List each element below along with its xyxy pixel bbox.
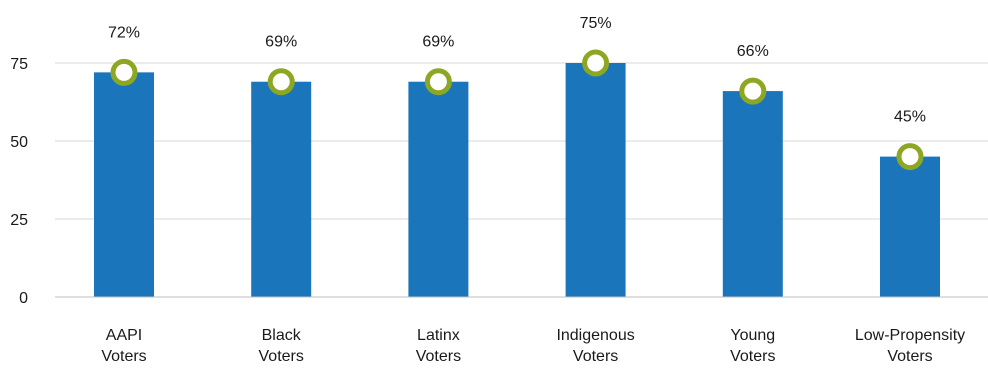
- category-label-line: Voters: [730, 348, 775, 365]
- bar: [880, 156, 940, 297]
- category-label-line: Voters: [259, 348, 304, 365]
- y-tick-label: 25: [10, 212, 28, 229]
- data-point-marker: [739, 77, 767, 105]
- y-tick-label: 75: [10, 56, 28, 73]
- data-point-marker: [582, 49, 610, 77]
- category-label: Low-Propensity Voters: [855, 327, 965, 365]
- category-label-line: AAPI: [106, 327, 142, 344]
- category-label-line: Voters: [101, 348, 146, 365]
- bar: [565, 63, 626, 297]
- bar: [408, 81, 469, 297]
- category-label-line: Young: [730, 327, 775, 344]
- gridlines: [55, 62, 988, 220]
- data-point-marker: [424, 68, 452, 96]
- y-axis-ticks: 0 25 50 75: [10, 56, 28, 307]
- data-labels: 72% 69% 69% 75% 66% 45%: [108, 15, 926, 126]
- data-label: 66%: [737, 43, 769, 60]
- data-label: 69%: [265, 34, 297, 51]
- y-tick-label: 0: [19, 290, 28, 307]
- data-point-marker: [896, 143, 924, 171]
- data-label: 72%: [108, 24, 140, 41]
- bar: [251, 81, 312, 297]
- data-label: 75%: [580, 15, 612, 32]
- category-label-line: Voters: [573, 348, 618, 365]
- category-label: Latinx Voters: [416, 327, 461, 365]
- y-tick-label: 50: [10, 134, 28, 151]
- category-label-line: Voters: [416, 348, 461, 365]
- category-label: Black Voters: [259, 327, 304, 365]
- category-label: Young Voters: [730, 327, 775, 365]
- data-point-marker: [110, 58, 138, 86]
- category-label-line: Low-Propensity: [855, 327, 965, 344]
- category-label-line: Voters: [887, 348, 932, 365]
- category-label-line: Indigenous: [556, 327, 634, 344]
- bar: [722, 91, 783, 297]
- category-label: Indigenous Voters: [556, 327, 634, 365]
- bars: [94, 63, 940, 297]
- data-label: 45%: [894, 109, 926, 126]
- bar: [94, 72, 154, 297]
- category-label-line: Black: [262, 327, 302, 344]
- data-label: 69%: [422, 34, 454, 51]
- category-label-line: Latinx: [417, 327, 460, 344]
- data-point-marker: [267, 68, 295, 96]
- markers: [110, 49, 924, 171]
- category-label: AAPI Voters: [101, 327, 146, 365]
